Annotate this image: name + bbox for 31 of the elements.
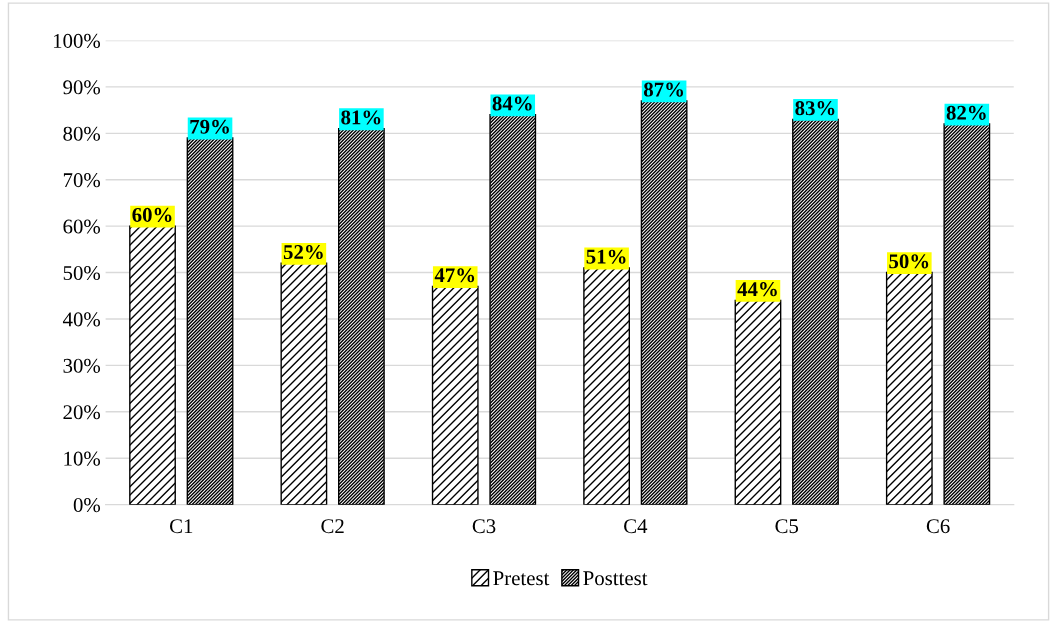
- legend-label: Posttest: [583, 571, 648, 586]
- x-tick-label: C2: [321, 519, 344, 534]
- x-tick-label: C1: [169, 519, 193, 534]
- data-label: 44%: [737, 282, 777, 297]
- data-label: 60%: [132, 207, 172, 222]
- y-tick-label: 20%: [63, 405, 101, 420]
- data-label: 47%: [434, 268, 475, 283]
- data-label: 52%: [283, 244, 323, 260]
- data-label: 51%: [586, 249, 626, 264]
- data-label: 79%: [190, 119, 229, 134]
- y-tick-label: 80%: [63, 126, 101, 141]
- x-tick-label: C4: [624, 519, 648, 534]
- y-tick-label: 50%: [63, 265, 101, 281]
- y-tick-label: 0%: [73, 498, 101, 513]
- y-tick-label: 100%: [53, 33, 101, 48]
- legend-label: Pretest: [493, 571, 550, 586]
- y-tick-label: 10%: [64, 451, 101, 466]
- x-tick-label: C5: [775, 519, 799, 534]
- x-tick-label: C3: [472, 519, 496, 534]
- data-label: 87%: [643, 82, 683, 97]
- y-tick-label: 60%: [63, 219, 101, 234]
- y-tick-label: 70%: [63, 173, 101, 188]
- data-label: 83%: [795, 101, 835, 116]
- data-label: 81%: [341, 110, 381, 125]
- y-tick-label: 40%: [62, 312, 101, 327]
- data-label: 82%: [946, 105, 986, 120]
- y-tick-label: 30%: [63, 358, 101, 373]
- y-tick-label: 90%: [63, 80, 101, 95]
- data-label: 50%: [889, 254, 929, 269]
- data-label: 84%: [492, 96, 532, 111]
- x-tick-label: C6: [926, 519, 950, 534]
